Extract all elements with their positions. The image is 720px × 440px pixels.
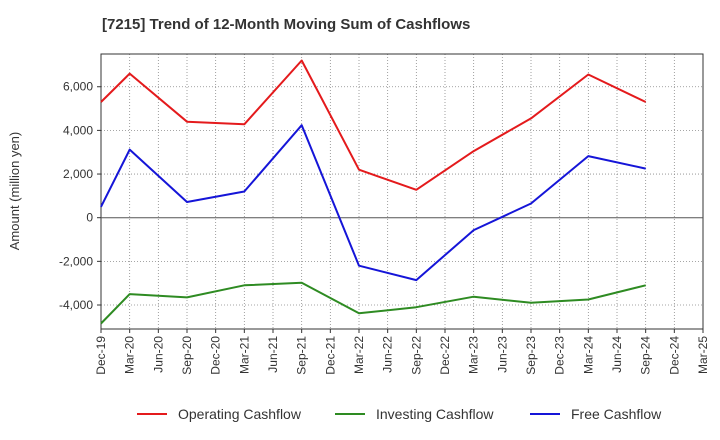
legend-label: Operating Cashflow [178, 406, 302, 422]
y-tick-label: 4,000 [63, 123, 93, 137]
x-tick-label: Sep-20 [180, 336, 194, 375]
grid-layer [101, 54, 703, 329]
series-line-operating-cashflow [100, 59, 647, 191]
legend-label: Free Cashflow [571, 406, 662, 422]
x-tick-label: Mar-20 [123, 336, 137, 374]
x-tick-label: Jun-23 [495, 336, 509, 373]
x-tick-label: Jun-21 [266, 336, 280, 373]
x-tick-labels: Dec-19 Mar-20 Jun-20 Sep-20 Dec-20 Mar-21 Jun-… [94, 329, 710, 375]
x-tick-label: Jun-22 [381, 336, 395, 373]
legend: Operating Cashflow Investing Cashflow Free… [137, 406, 662, 422]
x-tick-label: Mar-22 [352, 336, 366, 374]
plot-frame [100, 53, 704, 330]
x-tick-label: Dec-19 [94, 336, 108, 375]
y-tick-labels: 6,000 4,000 2,000 0 -2,000 -4,000 [59, 80, 101, 312]
legend-label: Investing Cashflow [376, 406, 494, 422]
x-tick-label: Mar-21 [237, 336, 251, 374]
x-tick-label: Jun-20 [151, 336, 165, 373]
x-tick-label: Dec-20 [209, 336, 223, 375]
chart-title: [7215] Trend of 12-Month Moving Sum of C… [102, 16, 470, 33]
x-tick-label: Dec-24 [667, 336, 681, 375]
series-layer [100, 59, 647, 325]
y-tick-label: 6,000 [63, 80, 93, 94]
x-tick-label: Sep-23 [524, 336, 538, 375]
series-line-free-cashflow [100, 124, 646, 282]
x-tick-label: Mar-25 [696, 336, 710, 374]
x-tick-label: Sep-21 [295, 336, 309, 375]
y-tick-label: -2,000 [59, 254, 93, 268]
y-tick-label: -4,000 [59, 298, 93, 312]
x-tick-label: Dec-22 [438, 336, 452, 375]
series-line-investing-cashflow [100, 281, 646, 325]
x-tick-label: Mar-23 [467, 336, 481, 374]
y-tick-label: 0 [86, 211, 93, 225]
x-tick-label: Mar-24 [581, 336, 595, 374]
x-tick-label: Sep-24 [639, 336, 653, 375]
y-axis-label: Amount (million yen) [7, 132, 22, 251]
x-tick-label: Dec-21 [323, 336, 337, 375]
x-tick-label: Sep-22 [409, 336, 423, 375]
x-tick-label: Jun-24 [610, 336, 624, 373]
x-tick-label: Dec-23 [553, 336, 567, 375]
y-tick-label: 2,000 [63, 167, 93, 181]
